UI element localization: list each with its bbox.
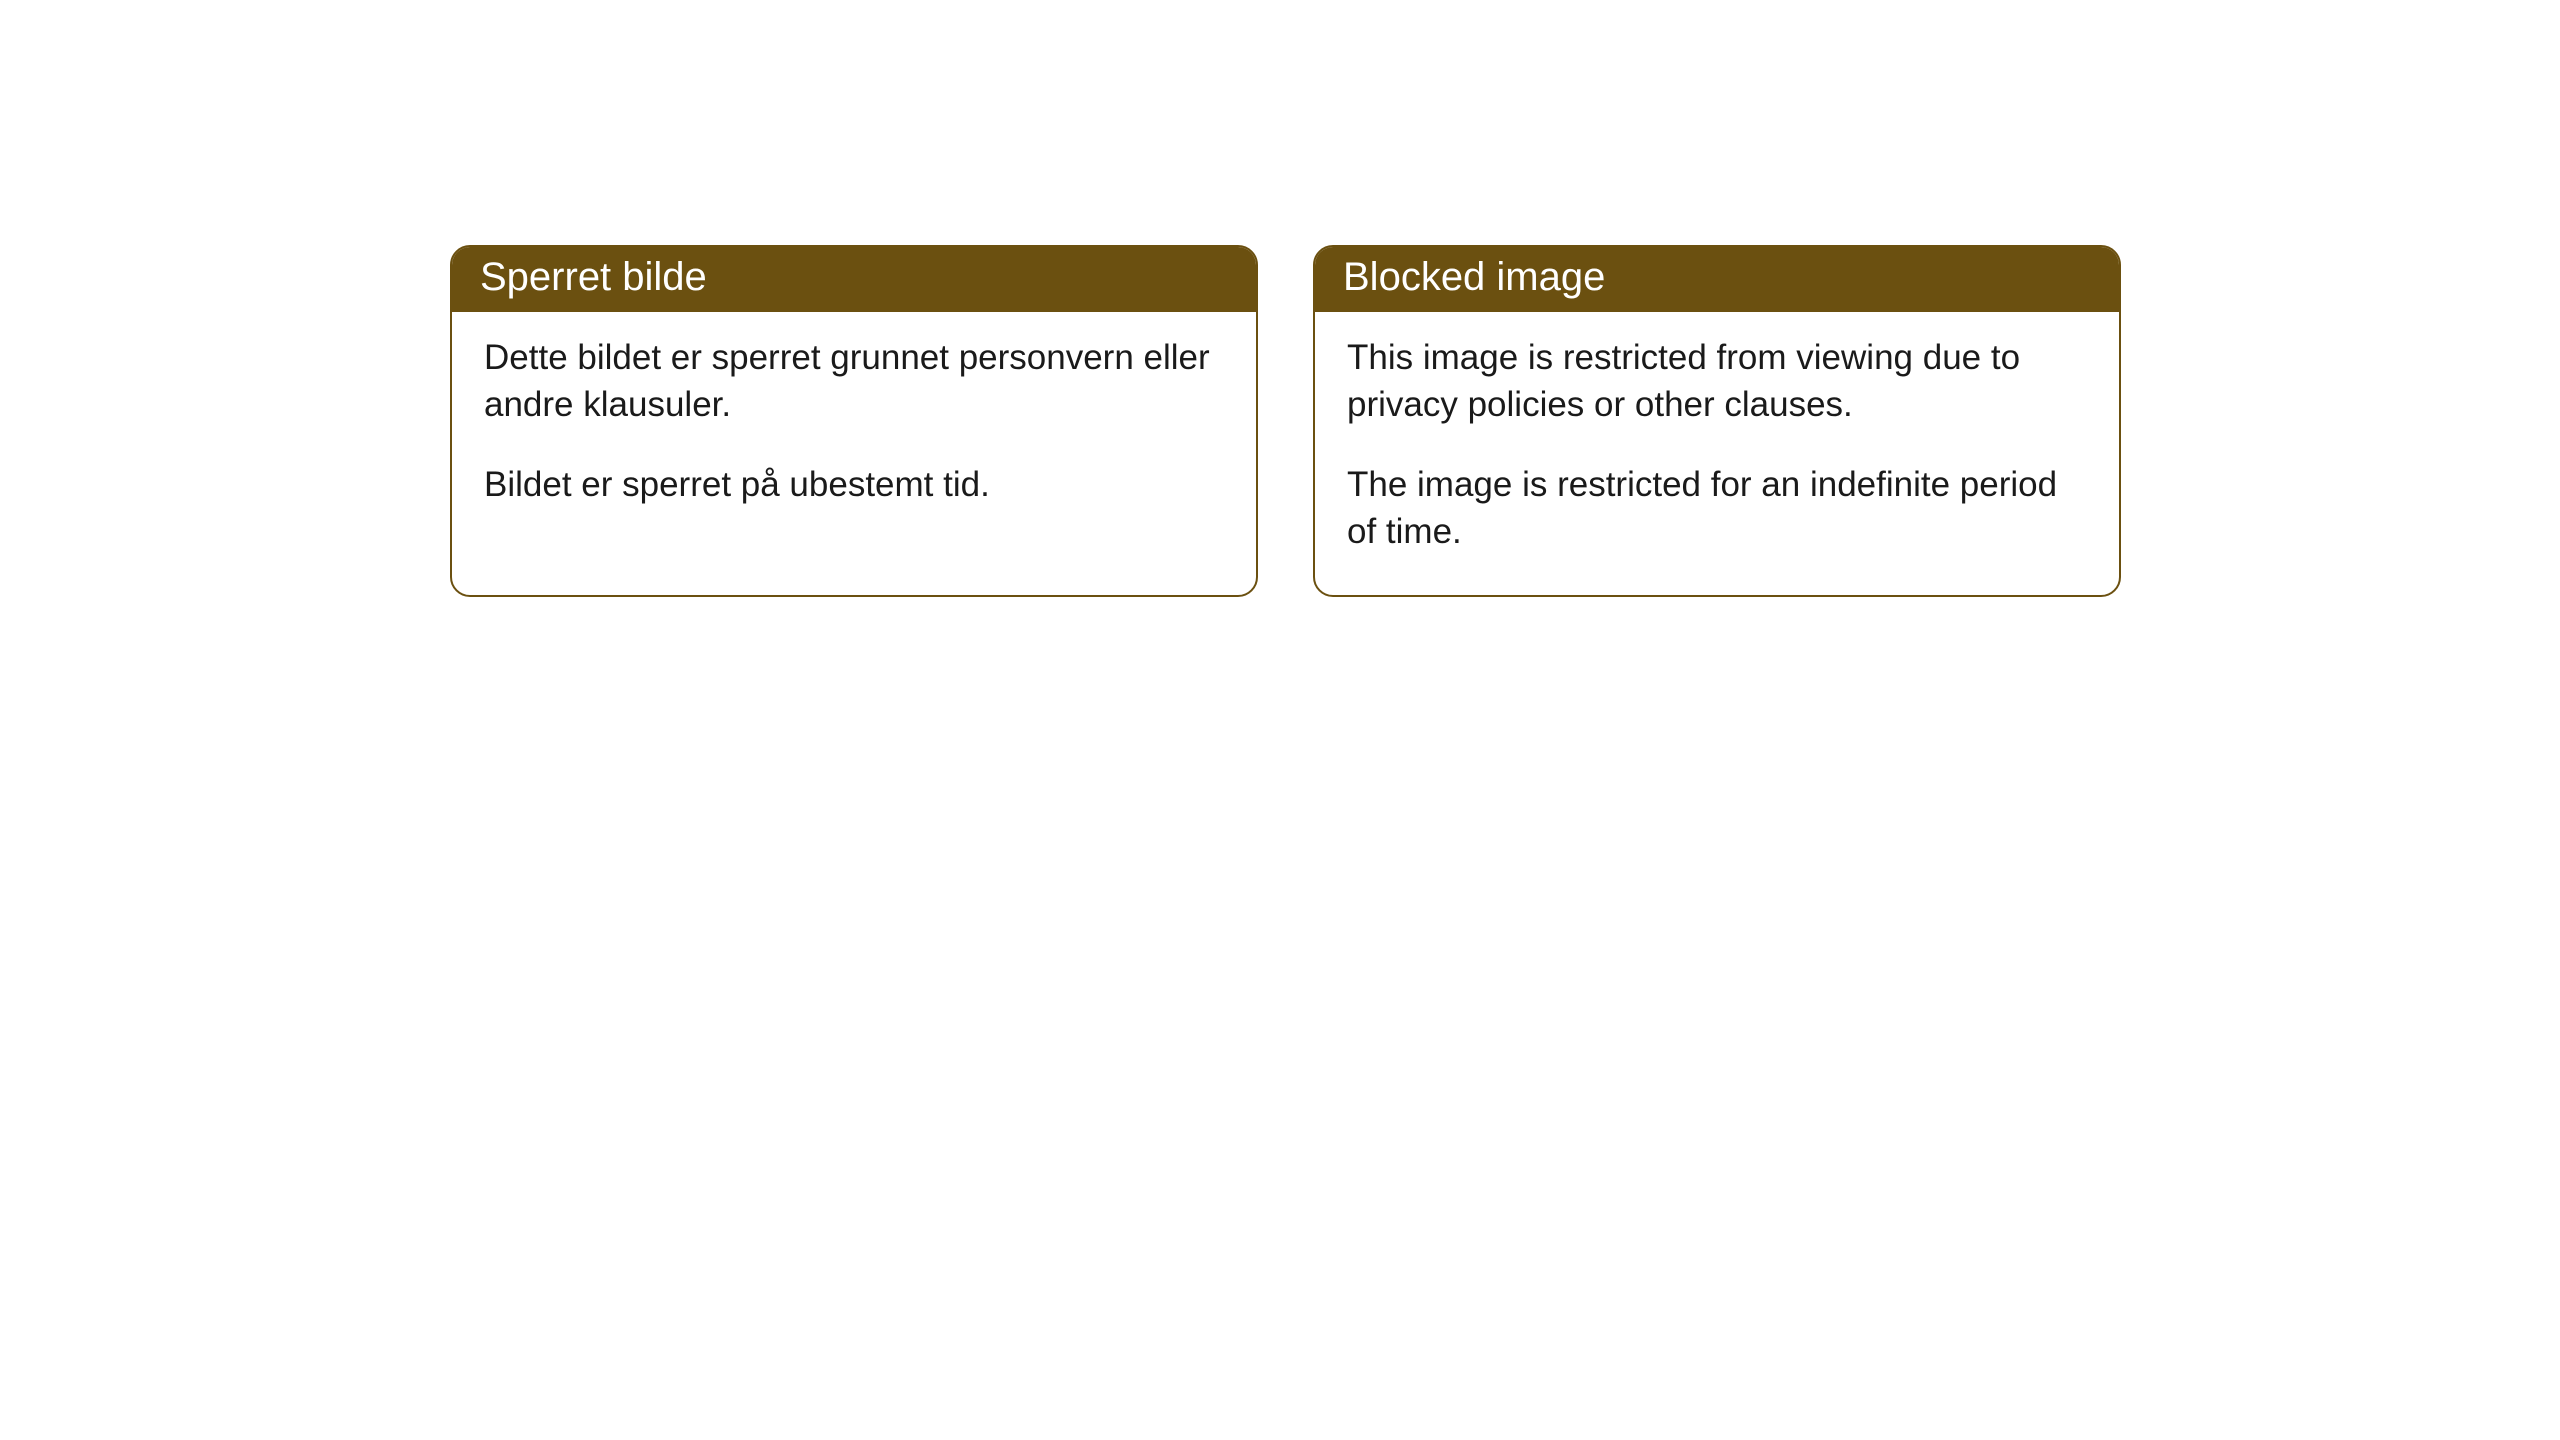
card-header: Sperret bilde <box>452 247 1256 312</box>
notice-card-english: Blocked image This image is restricted f… <box>1313 245 2121 597</box>
notice-card-norwegian: Sperret bilde Dette bildet er sperret gr… <box>450 245 1258 597</box>
card-header: Blocked image <box>1315 247 2119 312</box>
card-paragraph: The image is restricted for an indefinit… <box>1347 461 2087 556</box>
card-paragraph: Bildet er sperret på ubestemt tid. <box>484 461 1224 508</box>
card-body: Dette bildet er sperret grunnet personve… <box>452 312 1256 548</box>
card-paragraph: This image is restricted from viewing du… <box>1347 334 2087 429</box>
notice-cards-container: Sperret bilde Dette bildet er sperret gr… <box>450 245 2121 597</box>
card-title: Blocked image <box>1343 255 1605 299</box>
card-body: This image is restricted from viewing du… <box>1315 312 2119 595</box>
card-paragraph: Dette bildet er sperret grunnet personve… <box>484 334 1224 429</box>
card-title: Sperret bilde <box>480 255 707 299</box>
